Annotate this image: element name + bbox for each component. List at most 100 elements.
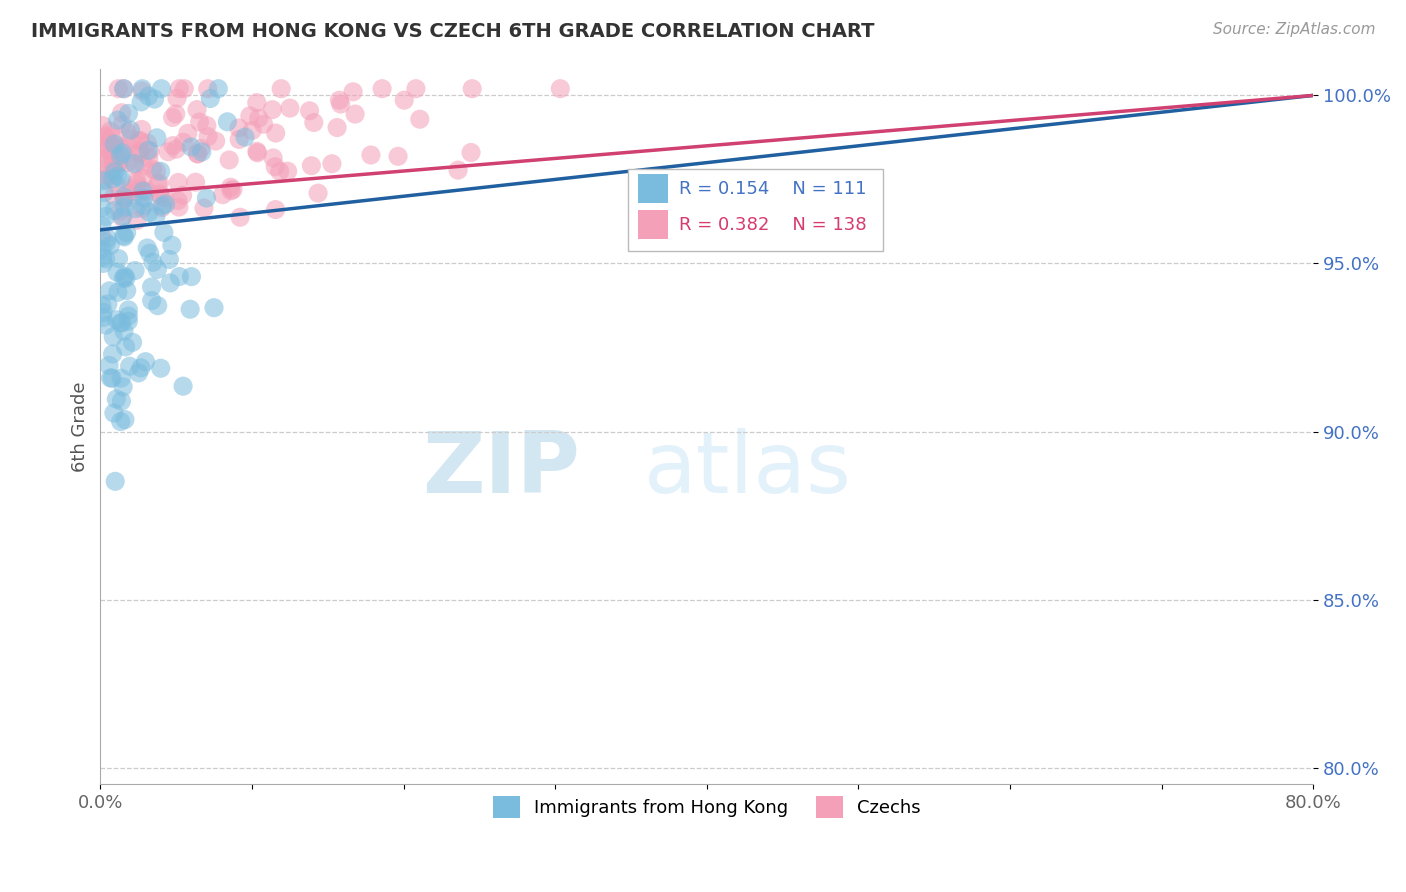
Point [97,297,120,311]
Point [270,81,292,95]
Point [121,182,143,196]
Y-axis label: 6th Grade: 6th Grade [72,381,89,472]
Point [229,211,252,225]
Point [204,134,226,148]
Point [186,103,208,117]
Point [112,380,135,394]
Point [149,188,172,202]
Point [91,174,114,188]
Point [157,145,180,159]
Point [180,269,202,284]
Point [107,113,129,128]
Legend: Immigrants from Hong Kong, Czechs: Immigrants from Hong Kong, Czechs [485,789,928,825]
Point [264,202,287,217]
Point [112,271,135,285]
Point [239,109,262,123]
Point [139,144,162,158]
Point [392,93,415,107]
Point [107,252,129,266]
Point [120,123,142,137]
Point [145,164,167,178]
Point [124,202,146,216]
Point [228,120,250,135]
Point [146,130,169,145]
Point [122,184,145,198]
Point [150,201,173,215]
Point [145,210,167,224]
Point [129,144,152,158]
Point [125,213,148,227]
Point [117,309,139,323]
Point [150,81,173,95]
Text: R = 0.382    N = 138: R = 0.382 N = 138 [679,216,866,234]
Text: atlas: atlas [644,428,852,511]
Point [98,124,121,138]
Point [142,162,165,177]
Bar [638,175,668,203]
Point [298,103,321,118]
Point [277,164,299,178]
Point [131,84,153,98]
Point [110,371,132,385]
Point [172,379,194,393]
Point [167,200,190,214]
Point [169,269,191,284]
Point [146,299,169,313]
Point [96,168,118,182]
Point [103,330,125,344]
Point [115,125,138,139]
Point [103,203,125,218]
Point [91,250,114,264]
Point [98,284,121,298]
Point [307,186,329,201]
Point [91,142,114,156]
Point [101,140,124,154]
Point [344,107,367,121]
Point [112,228,135,243]
Point [94,318,117,332]
Point [103,137,125,152]
Point [96,152,118,166]
Point [93,256,115,270]
Point [165,142,187,156]
Point [195,191,218,205]
Point [211,187,233,202]
Point [110,394,132,409]
Point [90,243,112,257]
Point [104,475,127,489]
Point [124,263,146,277]
Point [180,140,202,154]
Point [167,176,190,190]
Point [129,360,152,375]
Point [172,188,194,202]
Point [371,81,394,95]
Point [162,111,184,125]
Point [195,119,218,133]
Point [101,347,124,361]
Point [153,191,176,205]
Point [125,177,148,191]
Point [114,200,136,214]
Point [166,91,188,105]
Point [246,145,269,159]
Point [141,280,163,294]
Point [264,160,287,174]
Point [153,225,176,239]
Bar [638,211,668,239]
Point [197,129,219,144]
Point [138,151,160,165]
Point [177,127,200,141]
Point [302,115,325,129]
Point [97,134,120,148]
Point [460,145,482,160]
Point [117,314,139,328]
Point [128,133,150,147]
Point [138,246,160,260]
Point [93,186,115,200]
Point [328,93,350,107]
Point [326,120,349,135]
Point [104,164,127,178]
Point [90,229,112,244]
Point [162,138,184,153]
Point [187,147,209,161]
